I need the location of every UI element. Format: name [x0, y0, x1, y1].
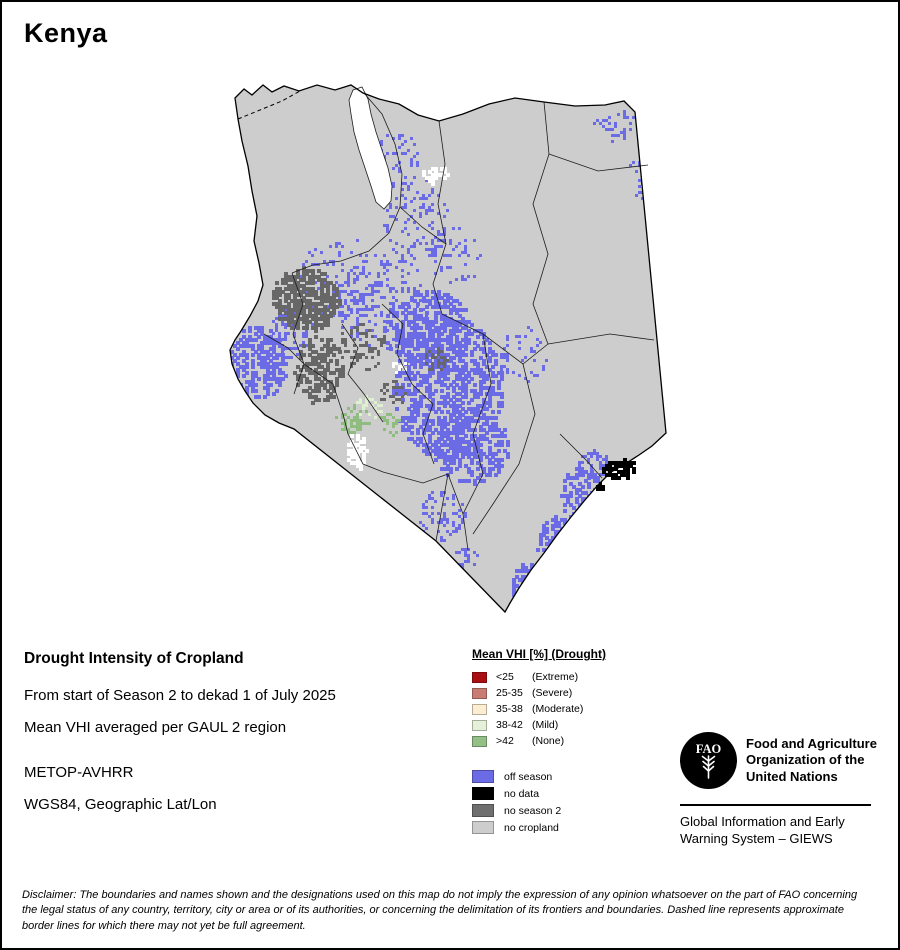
- map-info-block: Drought Intensity of Cropland From start…: [24, 650, 336, 828]
- legend-severity: (Extreme): [532, 671, 579, 683]
- wheat-icon: [701, 755, 716, 779]
- legend-item: >42 (None): [472, 733, 606, 749]
- legend-swatch: [472, 703, 487, 715]
- legend-severity: (None): [532, 735, 565, 747]
- map-period: From start of Season 2 to dekad 1 of Jul…: [24, 687, 336, 704]
- legend-item: off season: [472, 768, 606, 785]
- fao-org-name: Food and Agriculture Organization of the…: [746, 736, 877, 786]
- legend-severity: (Severe): [532, 687, 573, 699]
- fao-org-line: Food and Agriculture: [746, 735, 877, 751]
- giews-line: Warning System – GIEWS: [680, 830, 833, 846]
- legend-severity: (Moderate): [532, 703, 584, 715]
- kenya-drought-map: [229, 84, 667, 614]
- legend-label: off season: [504, 770, 553, 783]
- legend-extras: off season no data no season 2 no cropla…: [472, 768, 606, 836]
- legend-item: no data: [472, 785, 606, 802]
- map-projection: WGS84, Geographic Lat/Lon: [24, 796, 217, 813]
- legend-swatch: [472, 787, 494, 800]
- legend-range: 35-38: [496, 703, 523, 715]
- fao-branding: FAO Food and Agriculture Organization of…: [680, 732, 880, 789]
- legend-range: <25: [496, 671, 514, 683]
- legend-item: 38-42 (Mild): [472, 717, 606, 733]
- footer-divider: [680, 804, 871, 806]
- legend-item: 25-35 (Severe): [472, 685, 606, 701]
- legend-range: 25-35: [496, 687, 523, 699]
- giews-label: Global Information and Early Warning Sys…: [680, 814, 880, 848]
- legend-swatch: [472, 671, 487, 683]
- fao-org-line: United Nations: [746, 768, 838, 784]
- legend-label: no cropland: [504, 821, 559, 834]
- fao-acronym: FAO: [696, 742, 722, 756]
- page-title: Kenya: [24, 18, 108, 48]
- legend-item: 35-38 (Moderate): [472, 701, 606, 717]
- fao-logo-icon: FAO: [680, 732, 737, 789]
- map-method: Mean VHI averaged per GAUL 2 region: [24, 719, 287, 736]
- legend: Mean VHI [%] (Drought) <25 (Extreme) 25-…: [472, 647, 606, 836]
- map-subtitle: Drought Intensity of Cropland: [24, 650, 244, 667]
- legend-item: <25 (Extreme): [472, 669, 606, 685]
- legend-swatch: [472, 821, 494, 834]
- legend-item: no season 2: [472, 802, 606, 819]
- legend-item: no cropland: [472, 819, 606, 836]
- legend-label: no season 2: [504, 804, 562, 817]
- fao-org-line: Organization of the: [746, 752, 865, 768]
- legend-title: Mean VHI [%] (Drought): [472, 647, 606, 661]
- giews-line: Global Information and Early: [680, 814, 845, 829]
- legend-swatch: [472, 687, 487, 699]
- legend-range: 38-42: [496, 719, 523, 731]
- legend-severity: (Mild): [532, 719, 559, 731]
- disclaimer-text: Disclaimer: The boundaries and names sho…: [22, 889, 858, 932]
- legend-range: >42: [496, 735, 514, 747]
- legend-swatch: [472, 735, 487, 747]
- legend-swatch: [472, 770, 494, 783]
- legend-swatch: [472, 804, 494, 817]
- legend-swatch: [472, 719, 487, 731]
- map-sensor: METOP-AVHRR: [24, 764, 134, 781]
- legend-label: no data: [504, 787, 540, 800]
